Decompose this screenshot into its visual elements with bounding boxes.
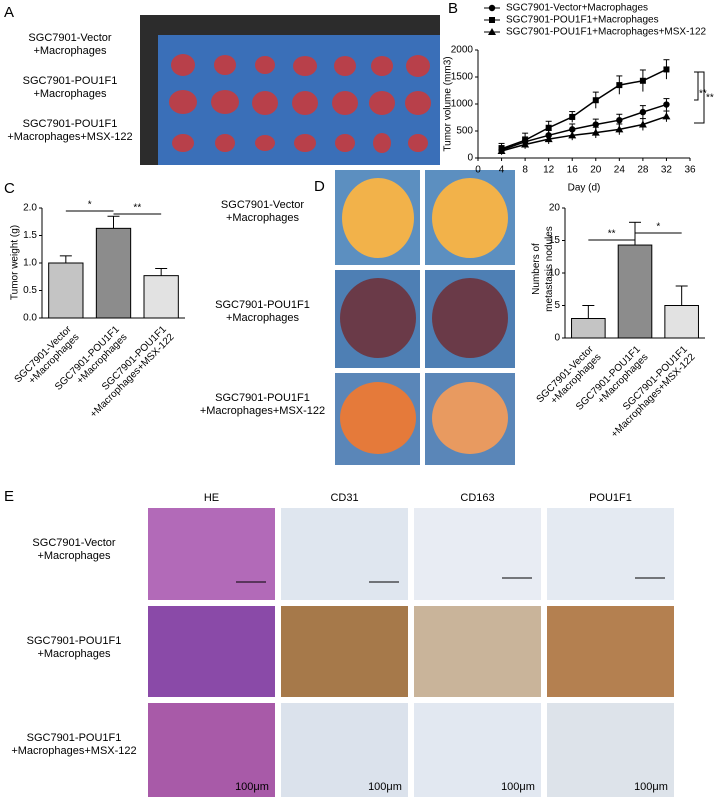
x-tick-label: 24 — [614, 165, 626, 176]
ruler — [140, 15, 158, 165]
bracket — [694, 71, 699, 101]
x-tick-label: 20 — [590, 165, 602, 176]
marker — [639, 77, 646, 84]
legend-label: SGC7901-POU1F1+Macrophages+MSX-122 — [506, 27, 707, 38]
bar — [143, 275, 179, 319]
y-tick-label: 5 — [554, 300, 560, 311]
bar — [48, 262, 84, 319]
y-tick-label: 20 — [549, 203, 561, 214]
y-tick-label: 0.0 — [23, 313, 37, 324]
x-tick-label: 0 — [475, 165, 481, 176]
column-header: HE — [203, 492, 220, 504]
bar — [571, 318, 606, 339]
y-tick-label: 0 — [554, 333, 560, 344]
marker — [591, 128, 600, 136]
marker — [592, 121, 599, 128]
scale-bar-label: 100μm — [235, 781, 269, 793]
ruler — [140, 15, 440, 35]
scale-bar-label: 100μm — [634, 781, 668, 793]
y-tick-label: 0 — [467, 153, 473, 164]
y-tick-label: 0.5 — [23, 285, 37, 296]
legend-label: SGC7901-POU1F1+Macrophages — [506, 15, 659, 26]
panel-label: B — [448, 0, 459, 17]
panel-label: C — [4, 180, 15, 197]
panel-label: D — [314, 178, 325, 195]
annotation: ** — [699, 89, 707, 100]
marker — [662, 112, 671, 120]
y-tick-label: 1.5 — [23, 230, 37, 241]
marker — [521, 140, 530, 148]
annotation: ** — [608, 229, 616, 240]
column-header: CD163 — [460, 492, 495, 504]
row-label: SGC7901-POU1F1 +Macrophages+MSX-122 — [11, 732, 137, 757]
annotation: ** — [706, 93, 714, 104]
marker — [639, 108, 647, 116]
marker — [568, 131, 577, 139]
marker — [638, 120, 647, 128]
marker — [545, 124, 552, 131]
marker — [615, 125, 624, 133]
bracket — [694, 71, 705, 124]
marker — [544, 135, 553, 143]
annotation: ** — [133, 203, 141, 214]
row-label: SGC7901-POU1F1 +Macrophages — [215, 299, 310, 324]
y-tick-label: 1000 — [451, 99, 474, 110]
panel-label: E — [4, 488, 15, 505]
marker — [592, 97, 599, 104]
marker — [569, 126, 576, 133]
y-tick-label: 500 — [456, 126, 473, 137]
y-axis-label: Tumor weight (g) — [9, 224, 21, 301]
x-tick-label: 28 — [637, 165, 649, 176]
column-header: CD31 — [330, 492, 359, 504]
marker — [663, 101, 670, 108]
bar — [617, 244, 653, 339]
line — [501, 103, 667, 151]
row-label: SGC7901-POU1F1 +Macrophages+MSX-122 — [7, 118, 133, 143]
annotation: * — [88, 200, 92, 211]
marker — [663, 66, 670, 73]
column-header: POU1F1 — [589, 492, 632, 504]
y-axis-label: Numbers of metastasis nodules — [531, 226, 555, 312]
bar — [95, 227, 132, 319]
y-tick-label: 2000 — [451, 45, 474, 56]
annotation: * — [656, 222, 660, 233]
y-tick-label: 1.0 — [23, 258, 37, 269]
row-label: SGC7901-Vector +Macrophages — [32, 537, 116, 562]
micrographs — [148, 508, 674, 797]
legend-label: SGC7901-Vector+Macrophages — [506, 3, 648, 14]
x-tick-label: 16 — [567, 165, 579, 176]
row-label: SGC7901-POU1F1 +Macrophages — [22, 75, 118, 100]
lung-photos — [335, 170, 515, 465]
marker — [616, 117, 623, 124]
scale-bar-label: 100μm — [368, 781, 402, 793]
line — [501, 115, 667, 152]
x-tick-label: 12 — [543, 165, 555, 176]
scale-bar-label: 100μm — [501, 781, 535, 793]
line — [501, 68, 667, 150]
y-tick-label: 15 — [549, 235, 561, 246]
marker — [616, 82, 623, 89]
tumors — [169, 54, 431, 153]
row-label: SGC7901-POU1F1 +Macrophages+MSX-122 — [199, 392, 326, 417]
row-label: SGC7901-POU1F1 +Macrophages — [26, 635, 122, 660]
y-axis-label: Tumor volume (mm3) — [443, 56, 454, 151]
y-tick-label: 2.0 — [23, 203, 37, 214]
y-tick-label: 1500 — [451, 72, 474, 83]
panel-label: A — [4, 4, 15, 21]
bar — [664, 305, 699, 339]
marker — [569, 113, 576, 120]
x-tick-label: 4 — [499, 165, 505, 176]
x-tick-label: 32 — [661, 165, 673, 176]
marker — [497, 146, 506, 154]
x-tick-label: 36 — [684, 165, 696, 176]
x-tick-label: 8 — [522, 165, 528, 176]
y-tick-label: 10 — [549, 268, 561, 279]
row-label: SGC7901-Vector +Macrophages — [28, 32, 112, 57]
row-label: SGC7901-Vector +Macrophages — [220, 199, 305, 224]
x-axis-label: Day (d) — [568, 183, 601, 194]
